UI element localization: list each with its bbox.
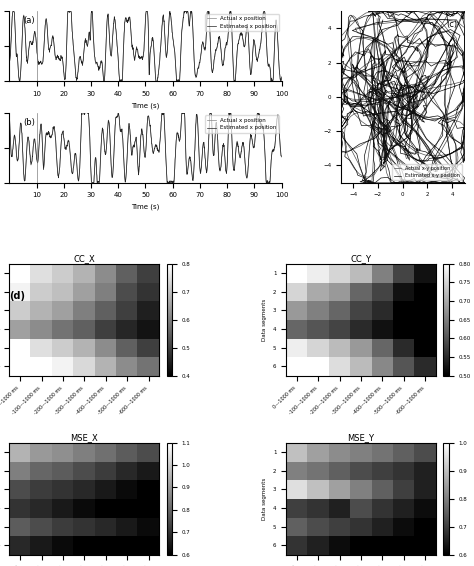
- Actual x position: [279, 75, 284, 82]
- Actual x position: [79, 109, 85, 116]
- Legend: Actual x position, Estimated x position: Actual x position, Estimated x position: [205, 14, 279, 31]
- Estimated x-y position: [346, 116, 351, 123]
- Title: MSE_X: MSE_X: [71, 433, 98, 442]
- Line: Estimated x-y position: Estimated x-y position: [341, 11, 465, 183]
- Actual x-y position: [338, 48, 344, 55]
- Estimated x position: [194, 72, 200, 79]
- X-axis label: Time (s): Time (s): [131, 204, 160, 211]
- Estimated x position: [279, 153, 284, 160]
- Line: Actual x position: Actual x position: [9, 11, 282, 82]
- Actual x position: [7, 57, 12, 64]
- Estimated x position: [219, 149, 225, 156]
- Text: (b): (b): [23, 118, 35, 127]
- Actual x position: [219, 148, 225, 155]
- Actual x-y position: [462, 179, 467, 186]
- Actual x position: [224, 164, 230, 170]
- Estimated x-y position: [371, 105, 376, 112]
- Actual x position: [127, 16, 133, 23]
- Line: Estimated x position: Estimated x position: [9, 11, 282, 82]
- Estimated x-y position: [462, 179, 467, 186]
- Estimated x-y position: [380, 16, 386, 23]
- Line: Actual x position: Actual x position: [9, 113, 282, 183]
- Estimated x position: [7, 54, 12, 61]
- Estimated x position: [194, 111, 200, 118]
- Actual x-y position: [447, 49, 453, 56]
- Actual x-y position: [374, 15, 380, 22]
- Actual x-y position: [369, 8, 375, 15]
- Line: Estimated x position: Estimated x position: [9, 113, 282, 183]
- Actual x position: [117, 78, 123, 85]
- Actual x position: [7, 112, 12, 119]
- Actual x position: [219, 60, 225, 67]
- Estimated x position: [17, 78, 22, 85]
- Actual x position: [101, 78, 107, 85]
- Estimated x position: [80, 109, 85, 116]
- Legend: Actual x-y position, Estimated x-y position: Actual x-y position, Estimated x-y posit…: [392, 164, 462, 180]
- Title: MSE_Y: MSE_Y: [347, 433, 374, 442]
- Actual x position: [194, 71, 200, 78]
- Actual x-y position: [350, 12, 356, 19]
- Actual x position: [127, 126, 133, 133]
- Estimated x-y position: [348, 12, 354, 19]
- Title: CC_Y: CC_Y: [350, 254, 372, 263]
- Actual x position: [35, 55, 40, 62]
- Actual x position: [10, 8, 16, 15]
- Estimated x-y position: [451, 48, 457, 55]
- Title: CC_X: CC_X: [73, 254, 95, 263]
- Estimated x position: [127, 14, 133, 20]
- Actual x position: [35, 158, 40, 165]
- Actual x-y position: [384, 129, 390, 136]
- Estimated x position: [224, 163, 230, 170]
- Legend: Actual x position, Estimated x position: Actual x position, Estimated x position: [205, 115, 279, 132]
- Estimated x position: [7, 113, 12, 119]
- Estimated x position: [10, 8, 16, 15]
- Estimated x position: [127, 126, 133, 132]
- Actual x position: [194, 111, 200, 118]
- Text: (d): (d): [9, 291, 26, 302]
- Actual x-y position: [343, 113, 348, 120]
- Estimated x position: [117, 76, 123, 83]
- Y-axis label: Data segments: Data segments: [262, 298, 267, 341]
- Actual x position: [279, 152, 284, 159]
- Y-axis label: Data segments: Data segments: [262, 478, 267, 520]
- Estimated x position: [279, 74, 284, 80]
- Estimated x position: [219, 59, 225, 66]
- Text: (a): (a): [23, 16, 35, 25]
- Estimated x position: [117, 125, 123, 132]
- Estimated x-y position: [365, 8, 371, 15]
- Estimated x-y position: [387, 128, 392, 135]
- Actual x position: [89, 179, 94, 186]
- Text: (c): (c): [446, 20, 457, 29]
- Estimated x-y position: [403, 139, 409, 146]
- X-axis label: Time (s): Time (s): [131, 102, 160, 109]
- Estimated x position: [35, 57, 41, 63]
- Actual x-y position: [369, 104, 375, 110]
- Actual x position: [224, 39, 230, 46]
- Estimated x position: [89, 179, 95, 186]
- Estimated x position: [35, 158, 40, 165]
- Actual x-y position: [407, 141, 412, 148]
- Line: Actual x-y position: Actual x-y position: [341, 11, 465, 183]
- Actual x position: [117, 126, 123, 132]
- Estimated x position: [224, 41, 230, 48]
- Estimated x-y position: [340, 46, 346, 53]
